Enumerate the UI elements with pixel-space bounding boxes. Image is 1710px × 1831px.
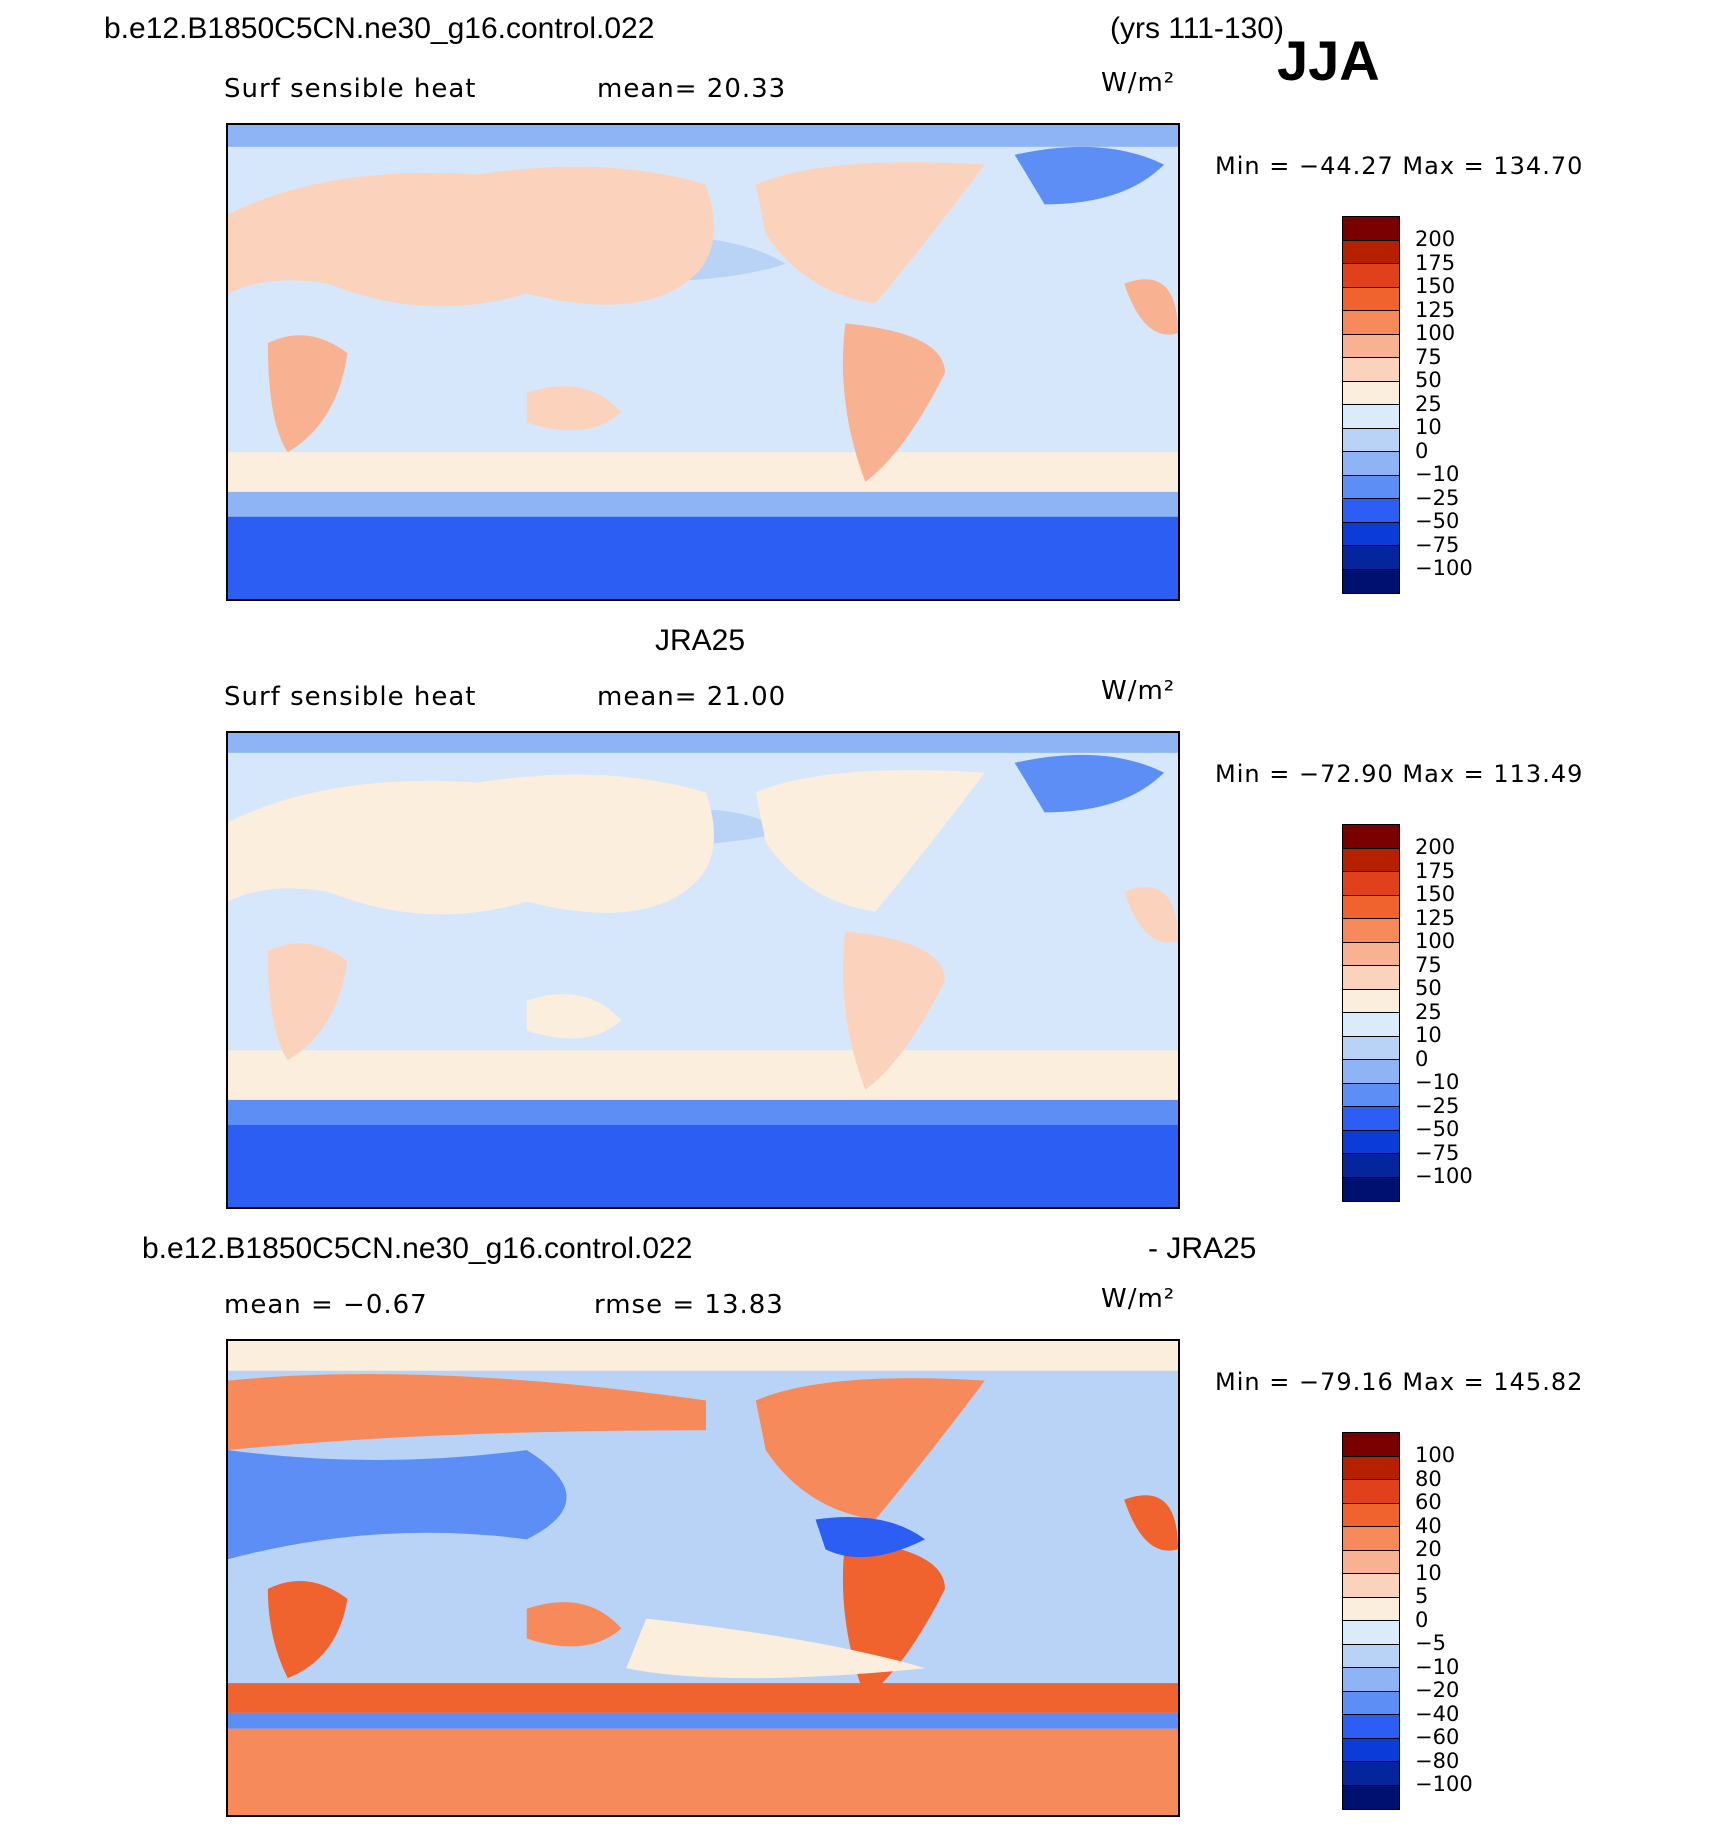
panel3-title-right: - JRA25 (1148, 1232, 1257, 1265)
tick-label: −50 (1415, 509, 1460, 533)
tick-label: 10 (1415, 415, 1442, 439)
tick-label: −40 (1415, 1702, 1460, 1726)
season-label: JJA (1277, 29, 1380, 92)
tick-label: −100 (1415, 1772, 1473, 1796)
panel1-colorbar (1342, 216, 1400, 594)
tick-label: 125 (1415, 298, 1456, 322)
tick-label: 0 (1415, 1608, 1429, 1632)
panel3-map (226, 1339, 1180, 1817)
tick-label: −75 (1415, 533, 1460, 557)
panel2-mean: mean= 21.00 (597, 682, 787, 712)
tick-label: −10 (1415, 1655, 1460, 1679)
panel3-rmse: rmse = 13.83 (594, 1290, 784, 1320)
panel1-units: W/m² (1101, 68, 1176, 98)
tick-label: 75 (1415, 953, 1442, 977)
tick-label: 20 (1415, 1537, 1442, 1561)
panel1-variable: Surf sensible heat (224, 74, 477, 104)
tick-label: −60 (1415, 1725, 1460, 1749)
tick-label: −50 (1415, 1117, 1460, 1141)
tick-label: 175 (1415, 251, 1456, 275)
panel2-minmax: Min = −72.90 Max = 113.49 (1215, 760, 1584, 788)
tick-label: 100 (1415, 1443, 1456, 1467)
tick-label: −10 (1415, 462, 1460, 486)
panel3-mean: mean = −0.67 (224, 1290, 428, 1320)
tick-label: 80 (1415, 1467, 1442, 1491)
panel1-minmax: Min = −44.27 Max = 134.70 (1215, 152, 1584, 180)
panel2-variable: Surf sensible heat (224, 682, 477, 712)
panel2-title: JRA25 (655, 624, 746, 657)
tick-label: −25 (1415, 1094, 1460, 1118)
tick-label: 60 (1415, 1490, 1442, 1514)
tick-label: 50 (1415, 976, 1442, 1000)
panel3-colorbar (1342, 1432, 1400, 1810)
panel1-map (226, 123, 1180, 601)
tick-label: 150 (1415, 882, 1456, 906)
tick-label: −75 (1415, 1141, 1460, 1165)
tick-label: −100 (1415, 556, 1473, 580)
tick-label: 25 (1415, 392, 1442, 416)
panel3-minmax: Min = −79.16 Max = 145.82 (1215, 1368, 1584, 1396)
tick-label: 50 (1415, 368, 1442, 392)
tick-label: 200 (1415, 227, 1456, 251)
panel2-units: W/m² (1101, 676, 1176, 706)
tick-label: 0 (1415, 1047, 1429, 1071)
panel1-mean: mean= 20.33 (597, 74, 787, 104)
tick-label: 125 (1415, 906, 1456, 930)
tick-label: −80 (1415, 1749, 1460, 1773)
tick-label: −20 (1415, 1678, 1460, 1702)
panel3-title-left: b.e12.B1850C5CN.ne30_g16.control.022 (142, 1232, 693, 1265)
case-title: b.e12.B1850C5CN.ne30_g16.control.022 (104, 12, 655, 45)
tick-label: 100 (1415, 929, 1456, 953)
tick-label: −10 (1415, 1070, 1460, 1094)
tick-label: 175 (1415, 859, 1456, 883)
tick-label: 75 (1415, 345, 1442, 369)
panel2-map (226, 731, 1180, 1209)
tick-label: 200 (1415, 835, 1456, 859)
panel2-colorbar (1342, 824, 1400, 1202)
tick-label: 25 (1415, 1000, 1442, 1024)
tick-label: 40 (1415, 1514, 1442, 1538)
tick-label: 150 (1415, 274, 1456, 298)
tick-label: 10 (1415, 1023, 1442, 1047)
tick-label: −5 (1415, 1631, 1446, 1655)
tick-label: 100 (1415, 321, 1456, 345)
panel3-units: W/m² (1101, 1284, 1176, 1314)
years-label: (yrs 111-130) (1110, 12, 1284, 45)
tick-label: −100 (1415, 1164, 1473, 1188)
tick-label: 10 (1415, 1561, 1442, 1585)
tick-label: 5 (1415, 1584, 1429, 1608)
tick-label: −25 (1415, 486, 1460, 510)
tick-label: 0 (1415, 439, 1429, 463)
